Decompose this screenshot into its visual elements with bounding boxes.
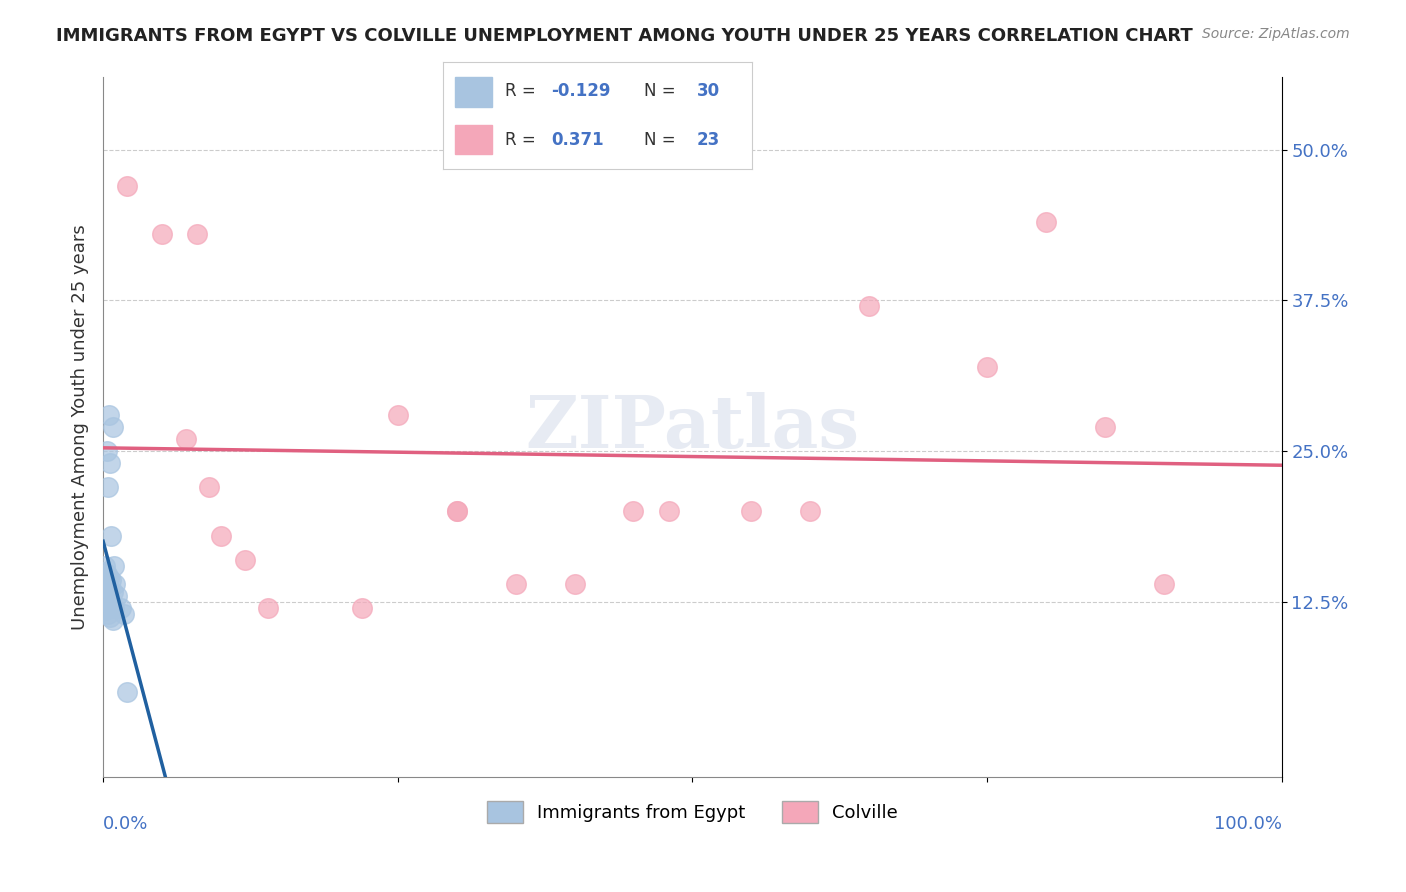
Point bbox=[94, 558, 117, 573]
Point bbox=[96, 444, 118, 458]
Point bbox=[976, 359, 998, 374]
Point bbox=[105, 589, 128, 603]
Text: N =: N = bbox=[644, 130, 681, 148]
Point bbox=[257, 600, 280, 615]
Point bbox=[98, 610, 121, 624]
Point bbox=[100, 528, 122, 542]
Point bbox=[98, 408, 121, 422]
Point bbox=[115, 178, 138, 193]
Point bbox=[658, 504, 681, 518]
Point bbox=[1094, 420, 1116, 434]
Point bbox=[104, 576, 127, 591]
FancyBboxPatch shape bbox=[456, 125, 492, 154]
Text: Source: ZipAtlas.com: Source: ZipAtlas.com bbox=[1202, 27, 1350, 41]
Point bbox=[94, 576, 117, 591]
Point bbox=[209, 528, 232, 542]
Point bbox=[1035, 215, 1057, 229]
Text: IMMIGRANTS FROM EGYPT VS COLVILLE UNEMPLOYMENT AMONG YOUTH UNDER 25 YEARS CORREL: IMMIGRANTS FROM EGYPT VS COLVILLE UNEMPL… bbox=[56, 27, 1192, 45]
Point bbox=[564, 576, 586, 591]
Point bbox=[740, 504, 762, 518]
Point bbox=[858, 300, 880, 314]
FancyBboxPatch shape bbox=[456, 78, 492, 107]
Point bbox=[101, 420, 124, 434]
Text: ZIPatlas: ZIPatlas bbox=[526, 392, 859, 463]
Point bbox=[97, 579, 120, 593]
Y-axis label: Unemployment Among Youth under 25 years: Unemployment Among Youth under 25 years bbox=[72, 224, 89, 630]
Point bbox=[352, 600, 374, 615]
Point bbox=[97, 607, 120, 621]
Text: 30: 30 bbox=[696, 82, 720, 100]
Point bbox=[98, 582, 121, 597]
Text: 100.0%: 100.0% bbox=[1213, 815, 1282, 833]
Point bbox=[103, 600, 125, 615]
Text: 0.0%: 0.0% bbox=[103, 815, 149, 833]
Point bbox=[103, 558, 125, 573]
Point bbox=[98, 456, 121, 470]
Point bbox=[150, 227, 173, 242]
Point bbox=[96, 567, 118, 582]
Point bbox=[505, 576, 527, 591]
Point bbox=[101, 585, 124, 599]
Text: R =: R = bbox=[505, 130, 546, 148]
Point bbox=[100, 599, 122, 613]
Point bbox=[97, 480, 120, 494]
Point bbox=[98, 571, 121, 585]
Point bbox=[93, 565, 115, 579]
Text: 0.371: 0.371 bbox=[551, 130, 603, 148]
Point bbox=[100, 573, 122, 587]
Point bbox=[623, 504, 645, 518]
Point bbox=[96, 591, 118, 606]
Point bbox=[94, 603, 117, 617]
Point bbox=[101, 613, 124, 627]
Point bbox=[110, 600, 132, 615]
Point bbox=[112, 607, 135, 621]
Point bbox=[446, 504, 468, 518]
Point bbox=[446, 504, 468, 518]
Text: N =: N = bbox=[644, 82, 681, 100]
Point bbox=[233, 552, 256, 566]
Text: R =: R = bbox=[505, 82, 541, 100]
Point bbox=[198, 480, 221, 494]
Point bbox=[98, 595, 121, 609]
Text: -0.129: -0.129 bbox=[551, 82, 610, 100]
Text: 23: 23 bbox=[696, 130, 720, 148]
Point bbox=[174, 432, 197, 446]
Legend: Immigrants from Egypt, Colville: Immigrants from Egypt, Colville bbox=[479, 794, 905, 830]
Point bbox=[93, 589, 115, 603]
Point bbox=[115, 685, 138, 699]
Point bbox=[387, 408, 409, 422]
Point bbox=[799, 504, 821, 518]
Point bbox=[186, 227, 208, 242]
Point bbox=[1153, 576, 1175, 591]
